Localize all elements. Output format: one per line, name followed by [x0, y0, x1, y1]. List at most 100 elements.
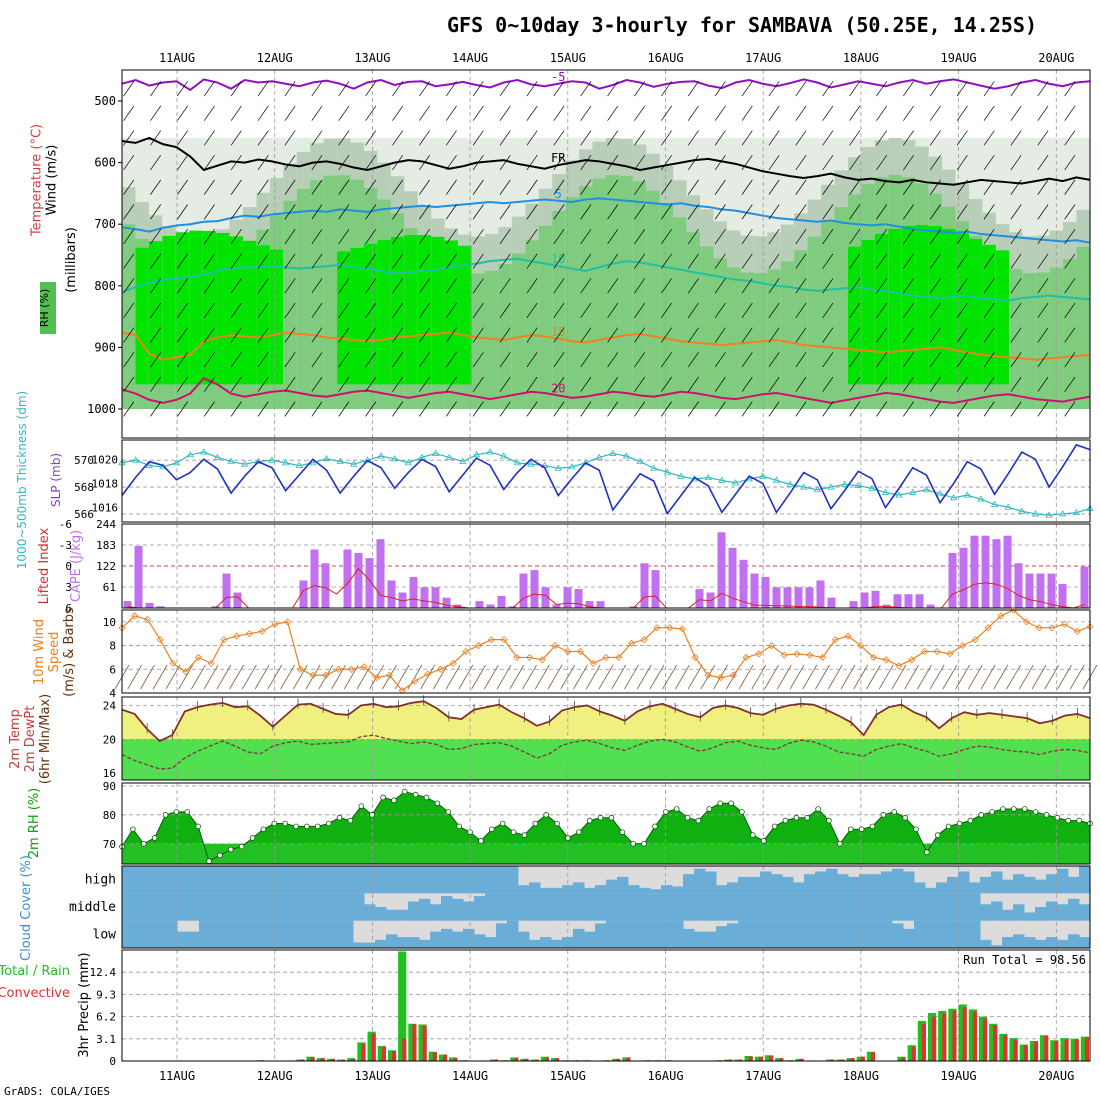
wind-barb	[392, 204, 404, 220]
wind-barb	[983, 253, 995, 269]
wind-barb	[661, 228, 672, 245]
rh-point	[880, 812, 887, 818]
precip-convective-bar	[1084, 1037, 1089, 1061]
wind-barb	[177, 228, 188, 245]
cloud-cell	[914, 882, 926, 894]
wind-barb	[123, 81, 135, 97]
wind-barb	[849, 352, 861, 368]
wind-barb	[177, 81, 188, 97]
wind-barb	[768, 352, 780, 368]
wind-barb	[580, 327, 592, 343]
cloud-cell	[1002, 937, 1014, 948]
cape-bar	[442, 597, 451, 608]
precip-convective-bar	[361, 1043, 366, 1061]
wind-barb	[634, 204, 646, 220]
wind-barb	[983, 130, 995, 146]
cloud-cell	[386, 909, 398, 921]
precip-total-bar	[530, 1059, 539, 1061]
cape-bar	[794, 587, 803, 608]
thickness-point	[636, 457, 644, 464]
wind-barb	[956, 352, 968, 368]
surface-wind-barb	[534, 664, 550, 690]
wind-barb	[150, 376, 162, 392]
wind-barb	[203, 204, 215, 220]
cloud-cell	[573, 893, 585, 921]
rh-cell	[135, 247, 150, 385]
wind-barb	[311, 179, 323, 195]
cape-bar	[145, 602, 154, 608]
rh-point	[162, 812, 169, 818]
cape-bar	[398, 592, 407, 608]
precip-convective-bar	[422, 1025, 427, 1061]
wind-speed-point	[933, 647, 941, 656]
cloud-cell	[540, 887, 552, 894]
cloud-cell	[463, 901, 475, 921]
wind-barb	[123, 253, 135, 269]
wind-barb	[338, 105, 350, 121]
cloud-cell	[683, 874, 695, 894]
rh-point	[293, 823, 299, 830]
wind-barb	[580, 352, 592, 368]
wind-barb	[445, 302, 457, 319]
precip-convective-bar	[626, 1057, 631, 1061]
rh-cell	[592, 178, 607, 409]
wind-barb	[634, 302, 646, 319]
rh-point	[760, 838, 767, 844]
wind-barb	[849, 130, 861, 146]
cloud-cell	[936, 893, 948, 921]
cloud-cell	[672, 886, 684, 894]
cloud-cell	[463, 928, 475, 948]
surface-wind-barb	[942, 664, 958, 690]
wind-barb	[553, 105, 565, 121]
surface-wind-barb	[815, 664, 830, 690]
wind-barb	[526, 253, 538, 269]
cloud-cell	[309, 866, 321, 894]
wind-speed-point	[920, 647, 928, 656]
precip-convective-bar	[1064, 1039, 1069, 1061]
wind-barb	[768, 130, 780, 146]
cape-bar	[585, 601, 594, 608]
rh-point	[576, 829, 582, 835]
wind-speed-point	[780, 651, 788, 659]
wind-speed-point	[691, 653, 699, 661]
rh-cell	[794, 250, 809, 409]
surface-wind-barb	[955, 664, 970, 690]
wind-barb	[257, 204, 269, 220]
wind-barb	[472, 228, 484, 245]
panel-border	[121, 782, 1091, 865]
wind-speed-point	[971, 636, 979, 644]
wind-barb	[177, 327, 188, 343]
cloud-cell	[804, 893, 816, 921]
cloud-cell	[1046, 937, 1058, 948]
wind-speed-point	[182, 668, 190, 676]
wind-barb	[230, 228, 242, 245]
wind-barb	[177, 278, 188, 294]
wind-barb	[445, 352, 457, 368]
cloud-axis-label: Cloud Cover (%)	[19, 855, 34, 961]
cloud-cell	[826, 920, 838, 948]
wind-barb	[1010, 204, 1022, 220]
wind-barb	[230, 253, 242, 269]
wind-barb	[1064, 327, 1076, 343]
wind-barb	[419, 352, 430, 368]
wind-speed-point	[385, 671, 394, 679]
surface-wind-barb	[445, 664, 461, 690]
cloud-cell	[1046, 874, 1058, 894]
cape-bar	[134, 546, 143, 608]
wind-barb	[956, 204, 968, 220]
cape-bar	[717, 532, 726, 608]
rh-point	[663, 809, 669, 815]
axis-label: 2m Temp	[8, 709, 23, 769]
cloud-cell	[452, 931, 464, 948]
cloud-cell	[551, 939, 563, 948]
wind-barb	[392, 376, 404, 392]
wind-barb	[983, 179, 995, 195]
cloud-cell	[694, 868, 706, 894]
cloud-cell	[331, 893, 343, 921]
wind-barb	[499, 352, 511, 368]
wind-speed-point	[538, 656, 546, 664]
precip-convective-bar	[1033, 1041, 1039, 1061]
top-date-label: 16AUG	[647, 51, 683, 65]
wind-barb	[203, 376, 215, 392]
pressure-tick: 600	[94, 156, 116, 170]
